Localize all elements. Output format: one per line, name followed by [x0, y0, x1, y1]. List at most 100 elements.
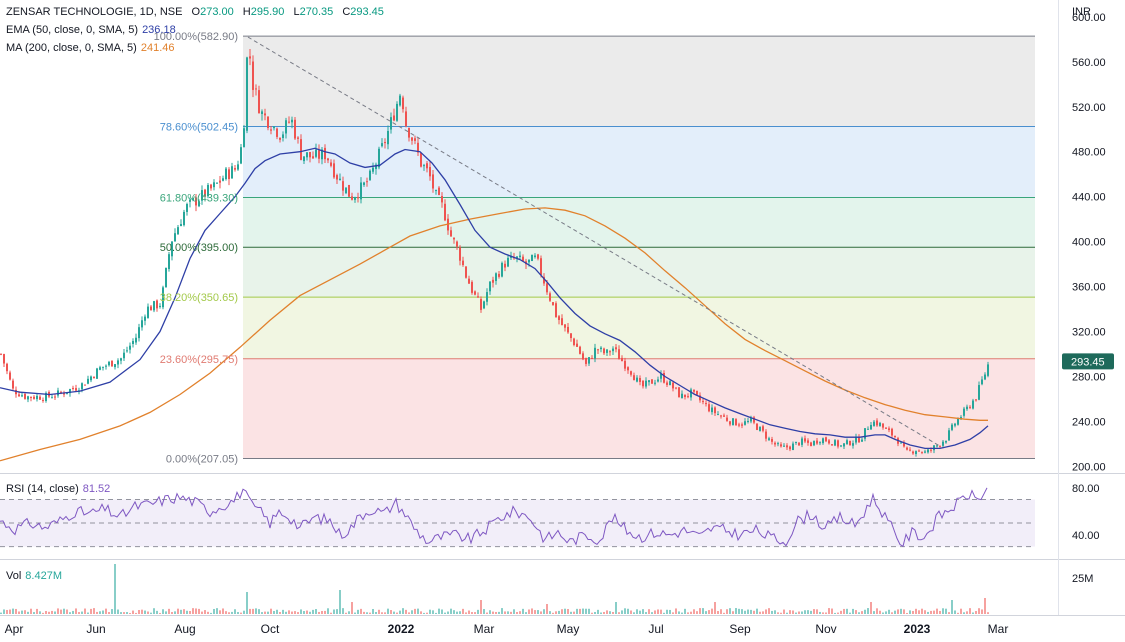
fib-level-label: 0.00%(207.05): [166, 453, 238, 465]
candle-body: [420, 152, 422, 167]
candle-body: [639, 378, 641, 382]
volume-bar: [471, 612, 473, 614]
volume-bar: [654, 610, 656, 614]
candle-body: [945, 440, 947, 443]
volume-bar: [888, 609, 890, 614]
ma-legend[interactable]: MA (200, close, 0, SMA, 5) 241.46: [6, 42, 175, 54]
volume-bar: [501, 608, 503, 614]
volume-bar: [576, 608, 578, 614]
volume-bar: [981, 609, 983, 614]
candle-body: [369, 170, 371, 180]
volume-bar: [291, 611, 293, 614]
candle-body: [309, 152, 311, 158]
volume-bar: [129, 612, 131, 614]
candle-body: [225, 168, 227, 180]
volume-bar: [144, 610, 146, 614]
volume-bar: [18, 611, 20, 614]
candle-body: [879, 422, 881, 426]
volume-bar: [21, 610, 23, 614]
volume-bar: [768, 608, 770, 614]
trend-line[interactable]: [247, 36, 941, 447]
volume-bar: [237, 612, 239, 614]
volume-bar: [327, 608, 329, 614]
volume-bar: [159, 612, 161, 614]
candle-body: [120, 358, 122, 361]
candle-body: [204, 189, 206, 197]
volume-bar: [486, 612, 488, 614]
volume-bar: [411, 610, 413, 614]
candle-body: [582, 353, 584, 360]
candle-body: [396, 103, 398, 121]
candle-body: [975, 399, 977, 401]
candle-body: [87, 378, 89, 384]
candle-body: [138, 327, 140, 339]
volume-bar: [357, 609, 359, 614]
volume-bar: [732, 611, 734, 614]
volume-bar: [762, 611, 764, 614]
vol-legend[interactable]: Vol 8.427M: [6, 570, 62, 582]
price-axis[interactable]: 600.00 560.00 520.00 480.00 440.00 400.00 360.…: [1072, 12, 1106, 474]
volume-bar: [879, 610, 881, 614]
volume-bar: [66, 609, 68, 614]
volume-bar: [489, 610, 491, 614]
ema-label: EMA (50, close, 0, SMA, 5): [6, 24, 139, 36]
ema-legend[interactable]: EMA (50, close, 0, SMA, 5) 236.18: [6, 24, 176, 36]
rsi-legend[interactable]: RSI (14, close) 81.52: [6, 483, 110, 495]
candle-body: [378, 148, 380, 168]
candle-body: [294, 119, 296, 139]
volume-bar: [324, 610, 326, 614]
candle-body: [498, 273, 500, 277]
candle-body: [714, 407, 716, 414]
volume-bar: [726, 609, 728, 614]
volume-bar: [774, 610, 776, 614]
volume-bar: [87, 612, 89, 614]
volume-bar: [102, 610, 104, 614]
candle-body: [843, 443, 845, 447]
volume-bar: [738, 608, 740, 614]
candle-body: [972, 400, 974, 409]
volume-bar: [534, 610, 536, 614]
candle-body: [540, 258, 542, 275]
volume-bar: [570, 611, 572, 614]
candle-body: [228, 169, 230, 180]
volume-bar: [162, 609, 164, 614]
time-axis-tick: Mar: [474, 622, 495, 636]
candle-body: [255, 88, 257, 90]
volume-bar: [39, 611, 41, 614]
volume-bar: [783, 609, 785, 614]
candle-body: [372, 167, 374, 172]
volume-bar: [930, 610, 932, 614]
candle-body: [66, 392, 68, 394]
candle-body: [387, 130, 389, 145]
volume-bar: [309, 611, 311, 614]
candle-body: [243, 128, 245, 148]
rsi-axis-tick: 40.00: [1072, 530, 1100, 542]
volume-bar: [705, 611, 707, 614]
volume-bar: [165, 611, 167, 614]
volume-bar: [297, 612, 299, 614]
candle-body: [21, 395, 23, 397]
candle-body: [162, 287, 164, 308]
candle-body: [186, 204, 188, 212]
candle-body: [459, 247, 461, 261]
candle-body: [552, 302, 554, 305]
volume-bar: [456, 611, 458, 614]
candle-body: [528, 259, 530, 263]
candle-body: [543, 276, 545, 284]
candle-body: [417, 142, 419, 153]
candle-body: [564, 324, 566, 328]
candle-body: [189, 199, 191, 202]
volume-bar: [816, 609, 818, 614]
candle-body: [261, 111, 263, 114]
volume-bar: [276, 609, 278, 614]
time-axis[interactable]: Apr Jun Aug Oct 2022 Mar May Jul Sep Nov 2023 Mar: [5, 622, 1009, 636]
rsi-label: RSI (14, close): [6, 483, 79, 495]
volume-bar: [516, 611, 518, 614]
symbol-legend[interactable]: ZENSAR TECHNOLOGIE, 1D, NSE O273.00 H295…: [6, 6, 384, 18]
candle-body: [414, 138, 416, 141]
volume-bar: [48, 611, 50, 614]
candle-body: [354, 197, 356, 200]
volume-bar: [231, 611, 233, 614]
volume-bar: [510, 611, 512, 614]
